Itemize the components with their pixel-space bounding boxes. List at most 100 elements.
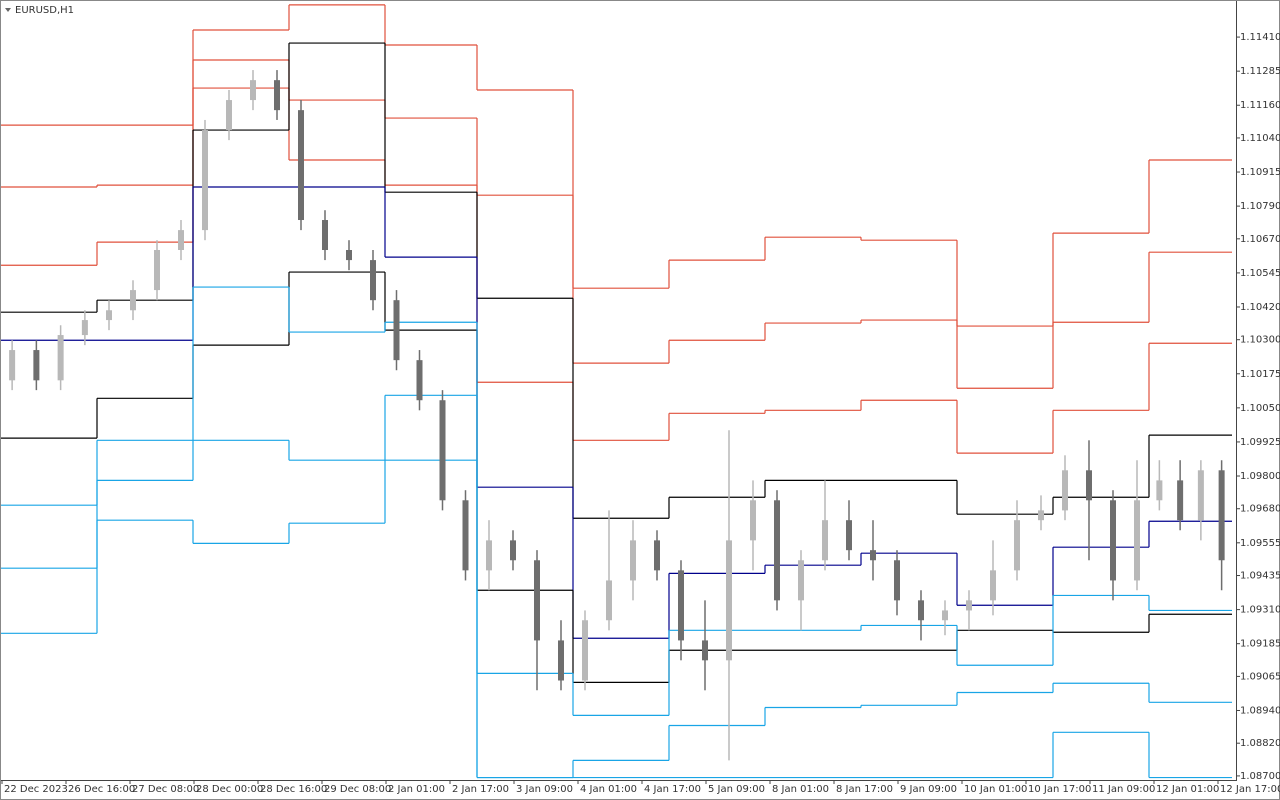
candle-body: [1062, 470, 1068, 511]
candle-body: [1086, 470, 1092, 501]
candle-body: [870, 550, 876, 561]
candle-body: [558, 640, 564, 681]
candle-body: [822, 520, 828, 561]
chart-title: EURUSD,H1: [15, 5, 74, 16]
candle-body: [702, 640, 708, 661]
y-tick-label: 1.08820: [1240, 738, 1280, 749]
candle-body: [678, 570, 684, 641]
candle-body: [106, 310, 112, 321]
candle-body: [654, 540, 660, 571]
candle-body: [798, 560, 804, 601]
x-tick-label: 2 Jan 01:00: [388, 784, 445, 795]
candle-body: [510, 540, 516, 561]
candle-body: [274, 80, 280, 111]
y-tick-label: 1.09065: [1240, 671, 1280, 682]
x-tick-label: 8 Jan 17:00: [836, 784, 893, 795]
x-tick-label: 4 Jan 17:00: [644, 784, 701, 795]
candle-body: [1014, 520, 1020, 571]
candle-body: [1156, 480, 1163, 501]
candle-body: [1134, 500, 1140, 581]
candle-body: [630, 540, 636, 581]
candle-body: [130, 290, 136, 311]
y-tick-label: 1.10670: [1240, 234, 1280, 245]
candle-body: [894, 560, 900, 601]
candle-body: [250, 80, 256, 101]
candle-body: [942, 610, 948, 621]
candle-body: [1038, 510, 1044, 521]
candle-body: [322, 220, 328, 251]
y-tick-label: 1.09800: [1240, 471, 1280, 482]
candle-body: [370, 260, 376, 301]
x-tick-label: 29 Dec 08:00: [324, 784, 391, 795]
y-tick-label: 1.10790: [1240, 201, 1280, 212]
y-tick-label: 1.09680: [1240, 504, 1280, 515]
y-tick-label: 1.08700: [1240, 771, 1280, 782]
candle-body: [990, 570, 996, 601]
x-tick-label: 22 Dec 2023: [4, 784, 68, 795]
x-tick-label: 10 Jan 17:00: [1028, 784, 1091, 795]
candle-body: [1197, 470, 1204, 521]
y-tick-label: 1.09555: [1240, 538, 1280, 549]
x-tick-label: 5 Jan 09:00: [708, 784, 765, 795]
candle-body: [750, 500, 756, 541]
candle-body: [393, 300, 400, 361]
y-tick-label: 1.10915: [1240, 167, 1280, 178]
candle-body: [606, 580, 612, 621]
y-tick-label: 1.11160: [1240, 100, 1280, 111]
x-tick-label: 27 Dec 08:00: [132, 784, 199, 795]
candle-body: [726, 540, 732, 661]
x-tick-label: 3 Jan 09:00: [516, 784, 573, 795]
candle-body: [439, 400, 446, 501]
y-tick-label: 1.11285: [1240, 66, 1280, 77]
candle-body: [178, 230, 184, 251]
x-tick-label: 26 Dec 16:00: [68, 784, 135, 795]
y-tick-label: 1.10545: [1240, 268, 1280, 279]
dropdown-icon[interactable]: [5, 8, 11, 12]
candle-body: [774, 500, 780, 601]
y-tick-label: 1.09925: [1240, 437, 1280, 448]
y-tick-label: 1.10420: [1240, 302, 1280, 313]
candle-body: [534, 560, 540, 641]
y-tick-label: 1.11410: [1240, 32, 1280, 43]
x-tick-label: 8 Jan 01:00: [772, 784, 829, 795]
y-tick-label: 1.10050: [1240, 403, 1280, 414]
y-tick-label: 1.09185: [1240, 639, 1280, 650]
candle-body: [154, 250, 160, 291]
candle-body: [81, 320, 88, 336]
candle-body: [1110, 500, 1116, 581]
x-tick-label: 28 Dec 16:00: [260, 784, 327, 795]
x-tick-label: 4 Jan 01:00: [580, 784, 637, 795]
candle-body: [582, 620, 588, 681]
candle-body: [9, 350, 16, 381]
y-tick-label: 1.11040: [1240, 133, 1280, 144]
candle-body: [1177, 480, 1184, 521]
y-tick-label: 1.10300: [1240, 335, 1280, 346]
x-tick-label: 9 Jan 09:00: [900, 784, 957, 795]
plot-area: [0, 4, 1232, 779]
x-tick-label: 12 Jan 17:00: [1220, 784, 1280, 795]
x-tick-label: 11 Jan 09:00: [1092, 784, 1155, 795]
x-tick-label: 2 Jan 17:00: [452, 784, 509, 795]
y-tick-label: 1.09310: [1240, 605, 1280, 616]
y-tick-label: 1.09435: [1240, 571, 1280, 582]
x-tick-label: 28 Dec 00:00: [196, 784, 263, 795]
candle-body: [202, 130, 208, 231]
candle-body: [346, 250, 352, 261]
x-tick-label: 10 Jan 01:00: [964, 784, 1027, 795]
candle-body: [33, 350, 40, 381]
y-tick-label: 1.10175: [1240, 369, 1280, 380]
candle-body: [416, 360, 423, 401]
candle-body: [226, 100, 232, 131]
candle-body: [486, 540, 492, 571]
candle-body: [1218, 470, 1225, 561]
candle-body: [918, 600, 924, 621]
candle-body: [57, 335, 64, 381]
candle-body: [966, 600, 972, 611]
candle-body: [462, 500, 469, 571]
y-tick-label: 1.08940: [1240, 705, 1280, 716]
candle-body: [846, 520, 852, 551]
candle-body: [298, 110, 304, 221]
x-tick-label: 12 Jan 01:00: [1156, 784, 1219, 795]
